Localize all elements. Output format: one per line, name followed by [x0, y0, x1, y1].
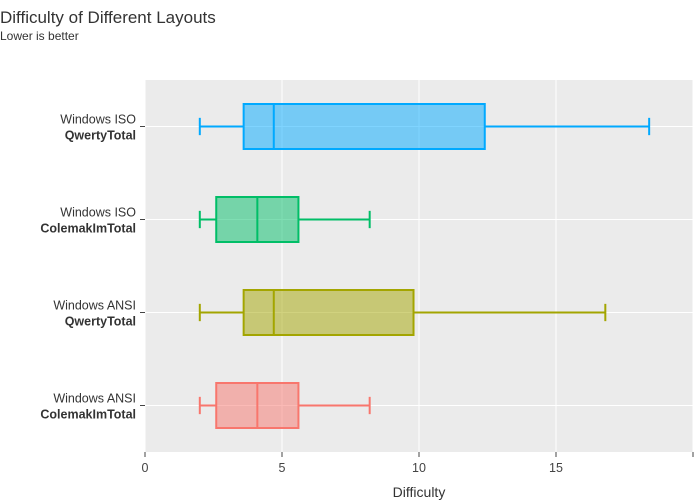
y-tick-label-line2: QwertyTotal [65, 315, 136, 329]
boxes [198, 103, 651, 429]
y-tick-label-line2: ColemakImTotal [40, 222, 136, 236]
iqr-box [242, 289, 415, 336]
y-tick-label-line1: Windows ISO [60, 206, 136, 220]
y-tick-label-line2: QwertyTotal [65, 129, 136, 143]
x-axis-label: Difficulty [393, 484, 446, 500]
y-tick-label-line1: Windows ANSI [53, 392, 136, 406]
box-group [198, 103, 651, 150]
chart-subtitle: Lower is better [0, 29, 79, 43]
x-tick-label: 10 [412, 461, 426, 475]
chart-title: Difficulty of Different Layouts [0, 8, 216, 27]
y-axis: Windows ISO QwertyTotal Windows ISO Colemak… [40, 113, 145, 422]
y-tick-label-line2: ColemakImTotal [40, 408, 136, 422]
box-group [198, 196, 371, 243]
x-axis: 0 5 10 15 [142, 452, 694, 475]
x-tick-label: 5 [279, 461, 286, 475]
x-tick-label: 0 [142, 461, 149, 475]
iqr-box [242, 103, 486, 150]
box-group [198, 289, 607, 336]
box-group [198, 382, 371, 429]
x-tick-label: 15 [549, 461, 563, 475]
y-tick-label-line1: Windows ISO [60, 113, 136, 127]
y-tick-label-line1: Windows ANSI [53, 299, 136, 313]
